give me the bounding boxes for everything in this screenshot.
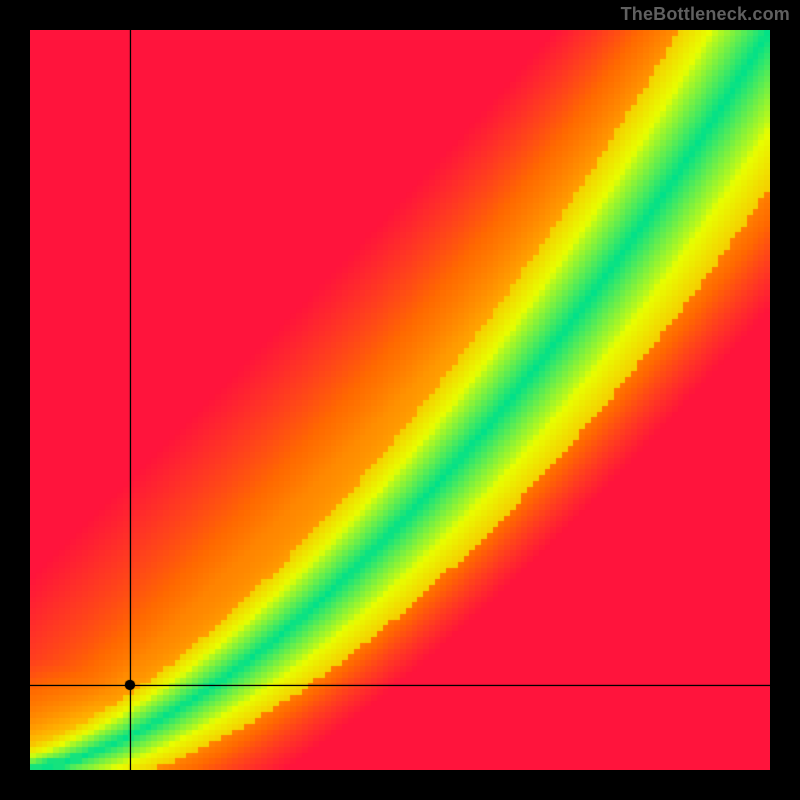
marker-dot [125, 680, 135, 690]
chart-container: TheBottleneck.com [0, 0, 800, 800]
crosshair-horizontal [30, 685, 770, 686]
bottleneck-heatmap [30, 30, 770, 770]
watermark-text: TheBottleneck.com [621, 4, 790, 25]
crosshair-vertical [130, 30, 131, 770]
